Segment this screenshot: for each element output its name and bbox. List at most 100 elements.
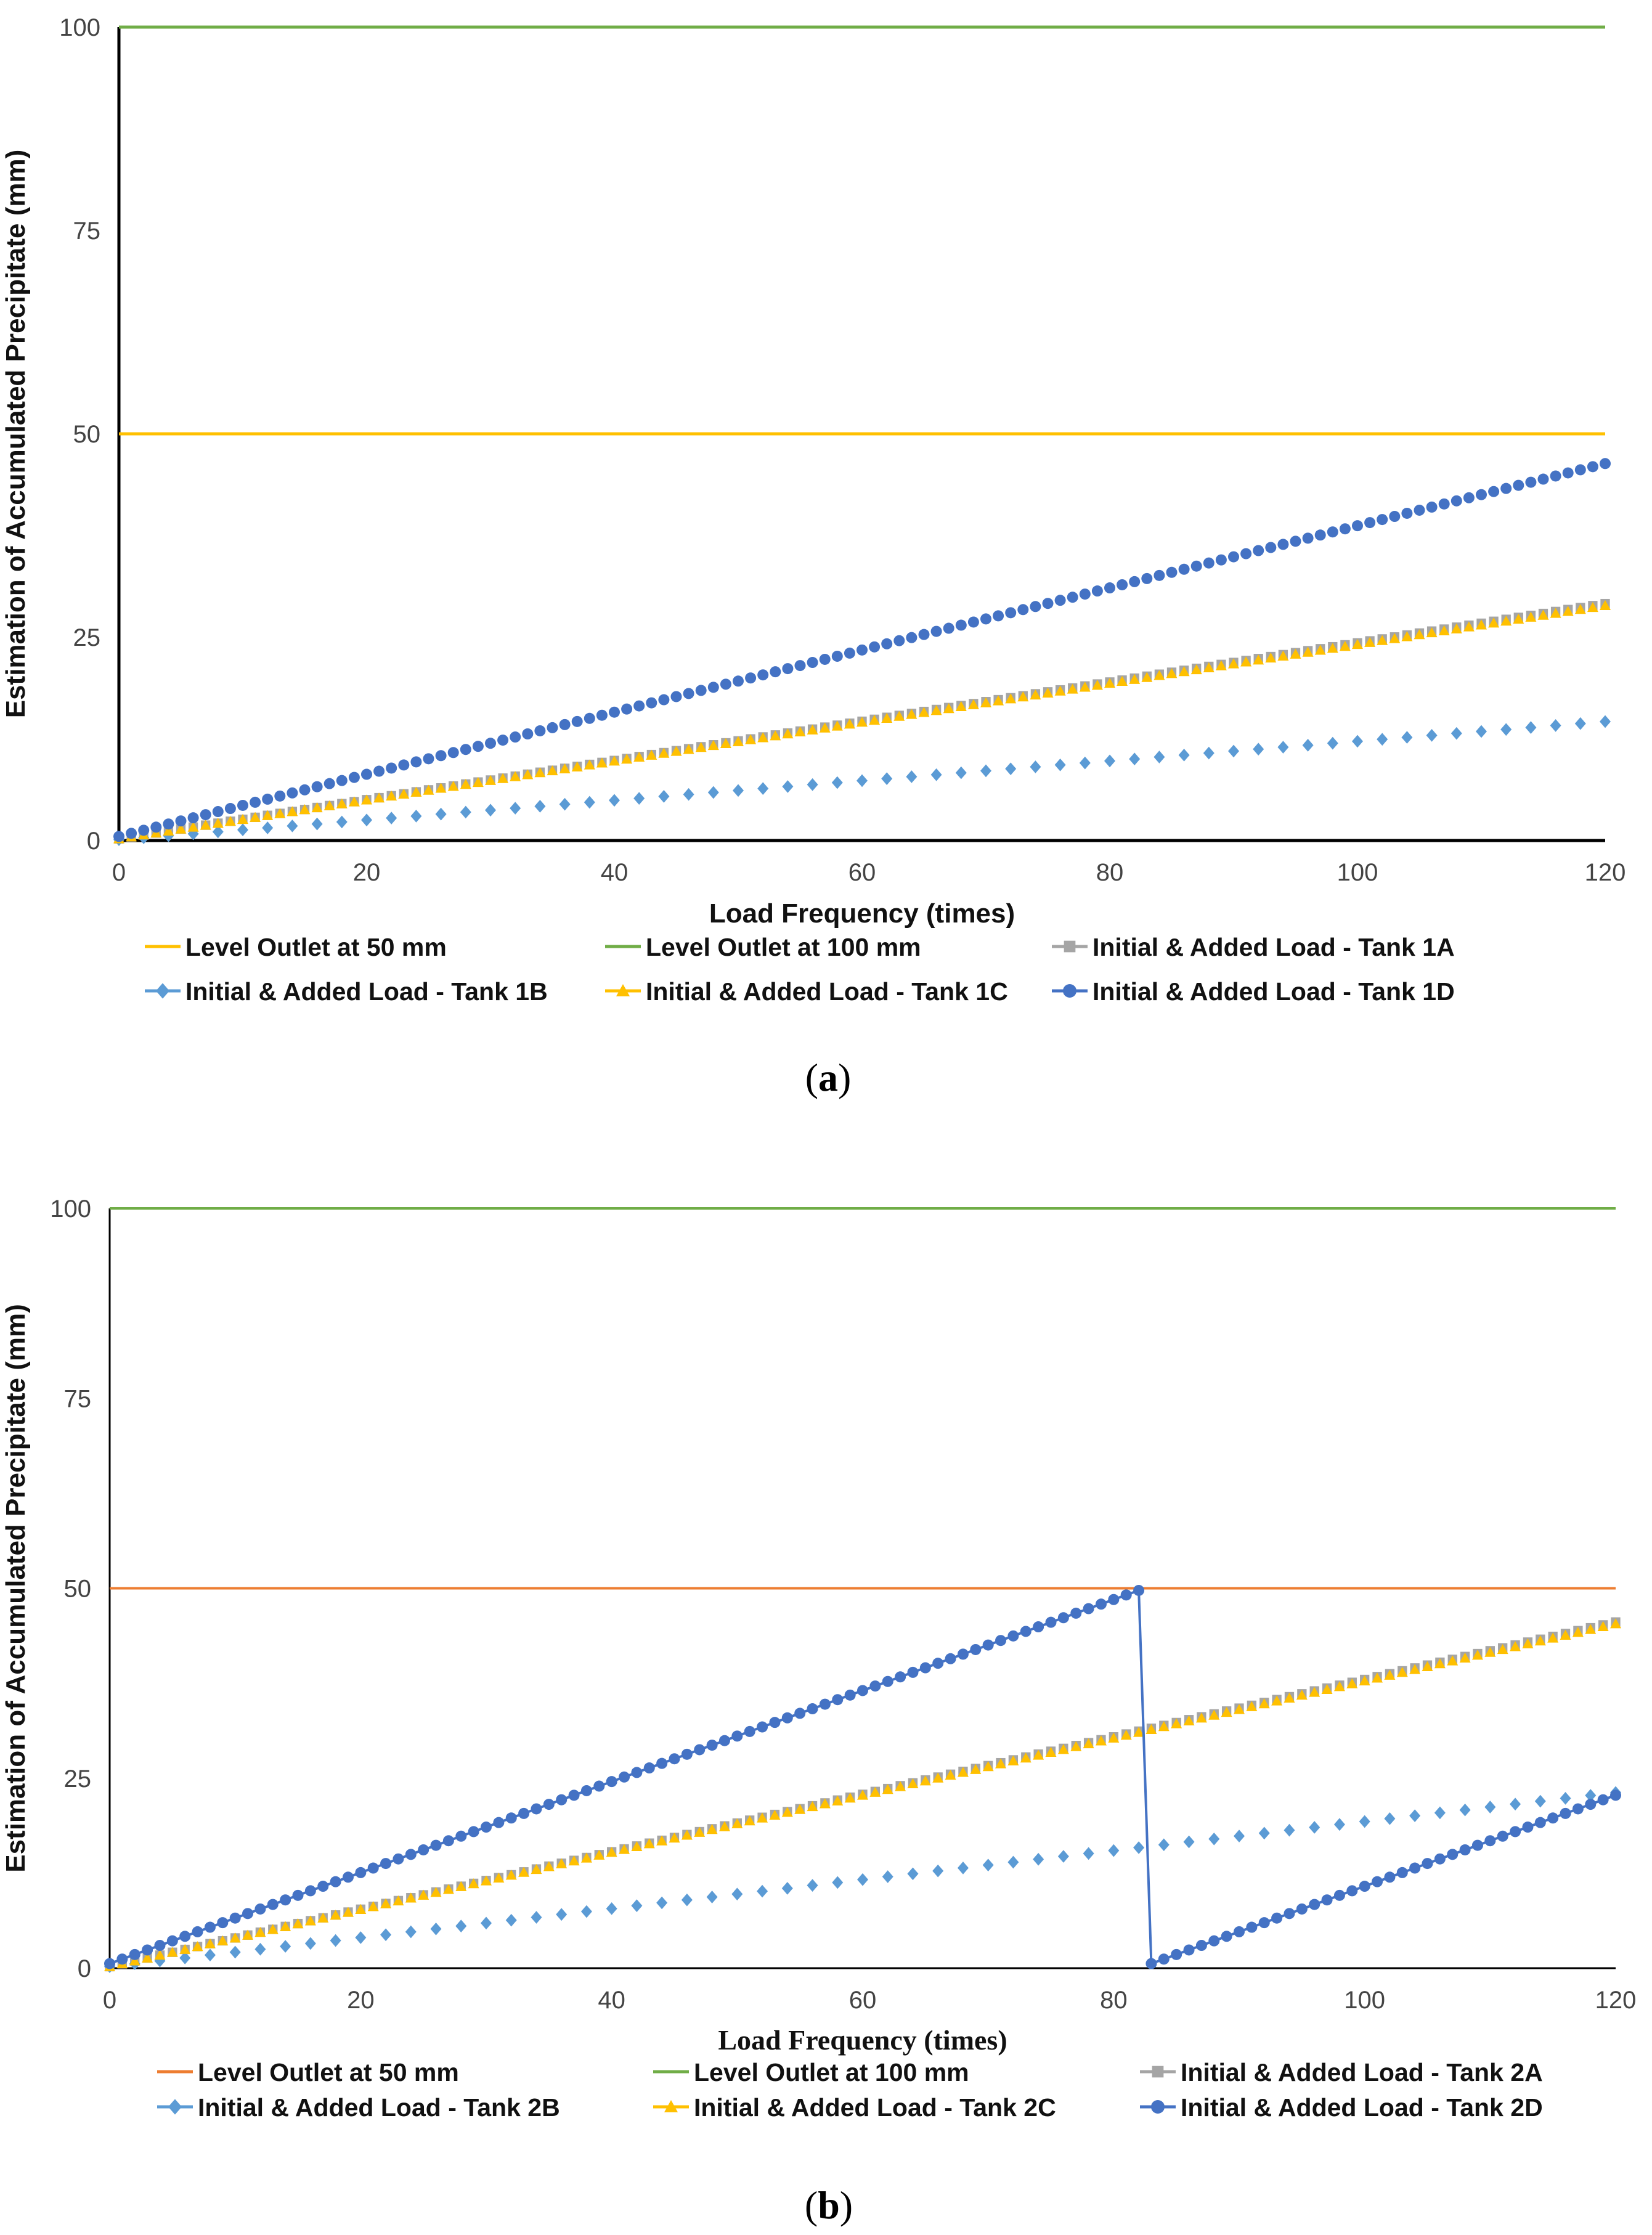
data-point — [930, 705, 942, 715]
data-point — [918, 629, 930, 640]
legend-swatch-marker — [1152, 2066, 1164, 2078]
data-point — [154, 1949, 166, 1960]
legend-swatch-marker — [664, 2100, 678, 2112]
data-point — [606, 1847, 617, 1857]
data-point — [1488, 486, 1500, 497]
data-point — [386, 790, 397, 801]
data-point — [1108, 1844, 1120, 1857]
data-point — [1522, 1638, 1534, 1648]
data-point — [1438, 625, 1450, 635]
panel-caption: (a) — [805, 1056, 852, 1099]
data-point — [669, 1832, 680, 1843]
data-point — [744, 1815, 755, 1826]
data-point — [455, 1919, 467, 1932]
data-point — [807, 778, 818, 791]
data-point — [1451, 495, 1462, 507]
series-line-6 — [109, 1589, 1616, 1966]
data-point — [510, 802, 521, 815]
data-point — [831, 776, 843, 789]
data-point — [187, 812, 199, 824]
data-point — [807, 1703, 818, 1715]
data-point — [832, 1876, 844, 1889]
data-point — [274, 808, 286, 818]
data-point — [1484, 1835, 1496, 1847]
data-point — [731, 1887, 743, 1901]
data-point — [330, 1910, 341, 1920]
data-point — [1476, 619, 1487, 630]
data-point — [1364, 517, 1376, 529]
data-point — [706, 1891, 718, 1903]
data-point — [1550, 719, 1561, 732]
data-point — [192, 1926, 203, 1937]
data-point — [1510, 1641, 1521, 1651]
data-point — [262, 793, 274, 805]
legend-label: Initial & Added Load - Tank 1B — [185, 977, 548, 1006]
data-point — [967, 699, 979, 709]
data-point — [311, 817, 323, 831]
legend-entry-1: Level Outlet at 50 mm — [145, 933, 447, 961]
data-point — [1208, 1709, 1220, 1720]
x-tick-label: 60 — [848, 859, 876, 886]
data-point — [1117, 579, 1128, 590]
data-point — [518, 1807, 530, 1819]
y-tick-label: 100 — [59, 14, 100, 41]
data-point — [694, 1744, 706, 1756]
data-point — [1610, 1789, 1621, 1801]
data-point — [250, 812, 261, 822]
data-point — [907, 1666, 919, 1678]
data-point — [386, 812, 397, 824]
data-point — [212, 818, 224, 828]
data-point — [1234, 1704, 1245, 1714]
data-point — [175, 823, 187, 834]
data-point — [584, 712, 595, 724]
data-point — [782, 663, 794, 675]
data-point — [1141, 672, 1153, 682]
data-point — [224, 803, 236, 815]
data-point — [970, 1643, 982, 1655]
data-point — [1309, 1821, 1320, 1834]
data-point — [175, 815, 187, 827]
data-point — [1327, 526, 1338, 538]
data-point — [982, 1761, 994, 1772]
data-point — [1525, 476, 1537, 488]
chart-b: 0 25 50 75 100 0 20 40 60 80 100 120 Load Frequency … — [1, 1195, 1636, 2227]
data-point — [460, 805, 471, 819]
data-point — [559, 763, 571, 773]
data-point — [1033, 1749, 1044, 1760]
data-point — [187, 821, 199, 832]
data-point — [534, 800, 546, 813]
data-point — [1017, 691, 1029, 702]
data-point — [995, 1758, 1007, 1769]
data-point — [274, 790, 286, 802]
data-point — [373, 792, 385, 803]
data-point — [287, 806, 298, 816]
data-point — [1314, 645, 1326, 655]
data-point — [757, 782, 769, 795]
data-point — [631, 1899, 643, 1912]
data-point — [204, 1921, 216, 1933]
data-point — [1020, 1753, 1031, 1763]
data-point — [1171, 1948, 1182, 1960]
data-point — [212, 806, 224, 818]
data-point — [955, 701, 967, 712]
data-point — [1587, 601, 1598, 613]
data-point — [1234, 1926, 1245, 1937]
data-point — [1426, 627, 1438, 638]
data-point — [869, 1680, 881, 1692]
data-point — [380, 1928, 392, 1942]
data-point — [918, 707, 930, 717]
x-tick-label: 20 — [353, 859, 381, 886]
data-point — [633, 792, 645, 805]
data-point — [1033, 1852, 1044, 1866]
data-point — [534, 725, 546, 736]
data-point — [857, 1789, 868, 1800]
data-point — [1083, 1603, 1094, 1614]
data-point — [831, 720, 843, 731]
data-point — [1108, 1594, 1120, 1605]
data-point — [757, 1721, 768, 1733]
data-point — [330, 1934, 341, 1947]
data-point — [138, 824, 150, 836]
data-point — [1133, 1584, 1145, 1596]
data-point — [1534, 1794, 1546, 1808]
data-point — [1190, 664, 1202, 675]
